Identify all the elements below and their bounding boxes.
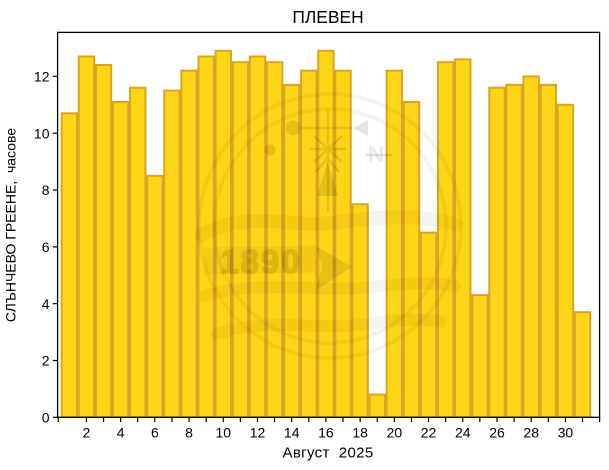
svg-text:12: 12	[34, 68, 50, 84]
svg-text:ПЛЕВЕН: ПЛЕВЕН	[292, 7, 363, 27]
svg-text:6: 6	[151, 425, 159, 441]
svg-text:6: 6	[42, 239, 50, 255]
svg-text:12: 12	[250, 425, 266, 441]
svg-text:18: 18	[352, 425, 368, 441]
svg-text:0: 0	[42, 409, 50, 425]
svg-text:14: 14	[284, 425, 300, 441]
svg-text:16: 16	[318, 425, 334, 441]
svg-text:2: 2	[42, 353, 50, 369]
svg-text:24: 24	[455, 425, 471, 441]
svg-text:8: 8	[185, 425, 193, 441]
svg-text:4: 4	[117, 425, 125, 441]
svg-text:СЛЪНЧЕВО ГРЕЕНЕ, часове: СЛЪНЧЕВО ГРЕЕНЕ, часове	[3, 128, 19, 322]
svg-text:28: 28	[523, 425, 539, 441]
svg-text:Август 2025: Август 2025	[282, 445, 373, 462]
svg-text:10: 10	[215, 425, 231, 441]
svg-text:20: 20	[387, 425, 403, 441]
svg-text:30: 30	[558, 425, 574, 441]
svg-text:22: 22	[421, 425, 437, 441]
svg-text:10: 10	[34, 125, 50, 141]
svg-text:N: N	[368, 141, 385, 167]
svg-text:26: 26	[489, 425, 505, 441]
svg-text:8: 8	[42, 182, 50, 198]
svg-text:1890: 1890	[220, 243, 301, 280]
svg-text:4: 4	[42, 296, 50, 312]
svg-text:2: 2	[83, 425, 91, 441]
